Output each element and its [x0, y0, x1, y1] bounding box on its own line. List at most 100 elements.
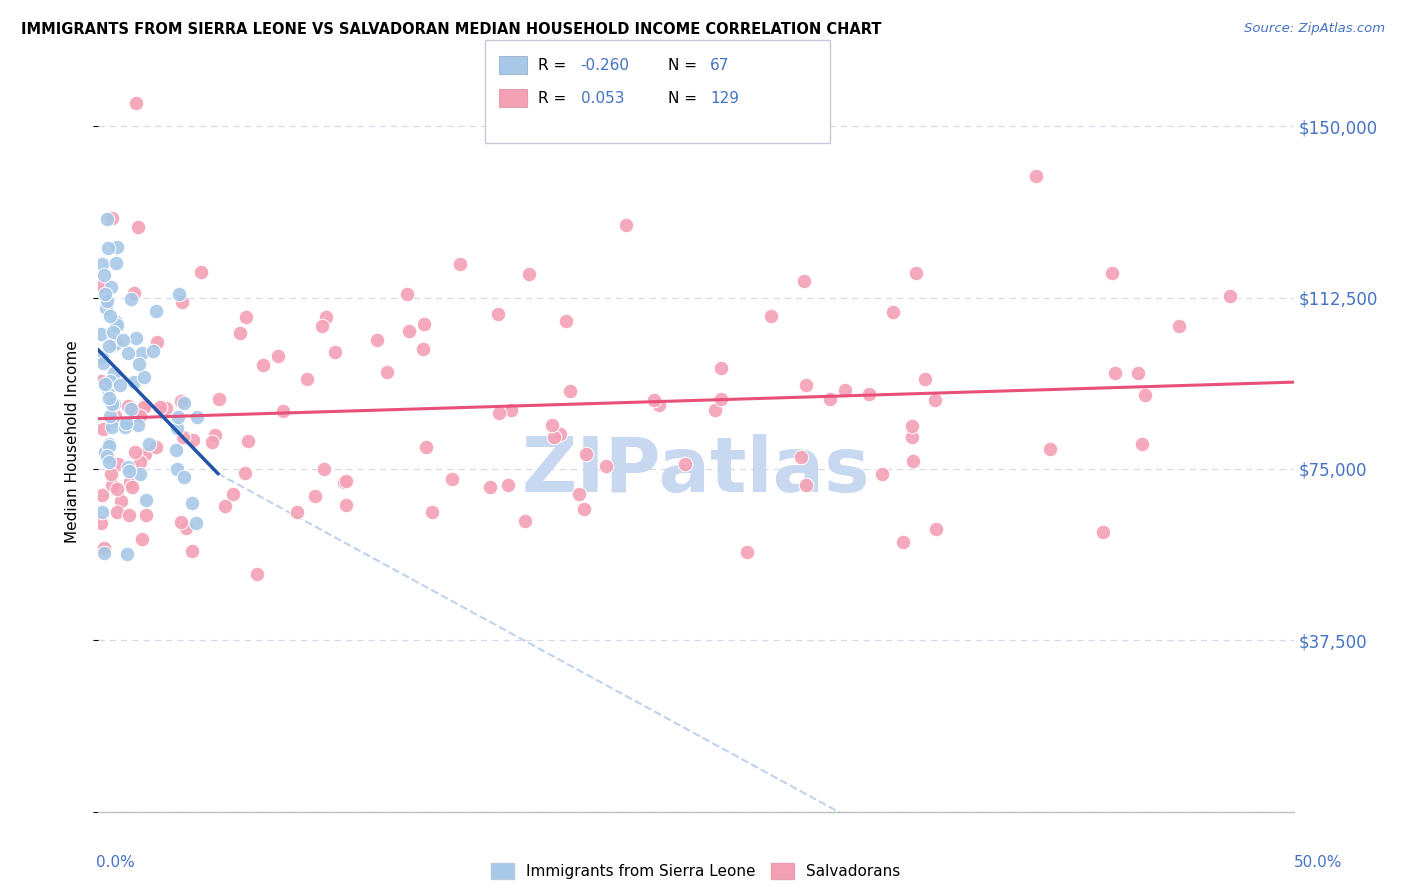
Point: [100, 280, 122, 294]
Text: 50.0%: 50.0%: [1295, 855, 1343, 870]
Point: [149, 401, 172, 415]
Point: [543, 430, 565, 444]
Point: [479, 480, 502, 494]
Point: [1219, 289, 1241, 303]
Point: [124, 444, 146, 458]
Point: [285, 505, 308, 519]
Point: [558, 384, 581, 398]
Point: [94, 445, 117, 459]
Point: [110, 493, 132, 508]
Point: [413, 317, 436, 331]
Text: N =: N =: [668, 58, 702, 72]
Point: [548, 427, 571, 442]
Point: [790, 450, 813, 464]
Point: [186, 516, 208, 530]
Point: [131, 346, 153, 360]
Point: [104, 336, 127, 351]
Point: [93, 546, 115, 560]
Point: [704, 403, 727, 417]
Point: [98, 374, 121, 388]
Point: [1126, 367, 1149, 381]
Text: -0.260: -0.260: [581, 58, 630, 72]
Point: [96, 293, 118, 308]
Point: [252, 358, 274, 372]
Point: [395, 286, 418, 301]
Point: [496, 478, 519, 492]
Text: R =: R =: [538, 58, 572, 72]
Point: [97, 455, 120, 469]
Point: [925, 522, 948, 536]
Point: [97, 241, 120, 255]
Text: ZIPatlas: ZIPatlas: [522, 434, 870, 508]
Point: [138, 436, 160, 450]
Point: [759, 309, 782, 323]
Point: [170, 394, 193, 409]
Point: [134, 447, 156, 461]
Point: [181, 544, 204, 558]
Point: [415, 440, 437, 454]
Point: [311, 318, 333, 333]
Point: [1168, 318, 1191, 333]
Point: [238, 434, 260, 448]
Point: [1039, 442, 1062, 457]
Point: [315, 310, 337, 325]
Point: [155, 401, 177, 415]
Point: [93, 422, 115, 436]
Point: [125, 405, 148, 419]
Point: [97, 339, 120, 353]
Point: [710, 392, 733, 406]
Point: [441, 472, 464, 486]
Point: [128, 357, 150, 371]
Point: [118, 464, 141, 478]
Point: [91, 488, 114, 502]
Point: [170, 515, 193, 529]
Text: N =: N =: [668, 91, 702, 105]
Point: [882, 304, 904, 318]
Point: [412, 342, 434, 356]
Point: [134, 398, 156, 412]
Point: [115, 417, 138, 431]
Point: [595, 458, 617, 473]
Point: [170, 295, 193, 310]
Point: [135, 492, 157, 507]
Point: [97, 382, 120, 396]
Point: [90, 374, 112, 388]
Point: [201, 435, 224, 450]
Point: [114, 420, 136, 434]
Point: [614, 219, 637, 233]
Text: 67: 67: [710, 58, 730, 72]
Text: 129: 129: [710, 91, 740, 105]
Point: [173, 470, 195, 484]
Point: [517, 267, 540, 281]
Point: [128, 455, 150, 469]
Point: [190, 265, 212, 279]
Point: [103, 338, 125, 352]
Point: [91, 350, 114, 364]
Point: [101, 420, 124, 434]
Point: [173, 395, 195, 409]
Point: [818, 392, 841, 407]
Point: [132, 400, 155, 414]
Point: [180, 496, 202, 510]
Point: [146, 334, 169, 349]
Point: [167, 409, 190, 424]
Point: [120, 292, 142, 306]
Point: [1092, 524, 1115, 539]
Point: [172, 430, 194, 444]
Point: [186, 409, 208, 424]
Point: [98, 437, 121, 451]
Point: [793, 274, 815, 288]
Point: [235, 310, 257, 325]
Point: [735, 545, 758, 559]
Point: [101, 478, 124, 492]
Point: [647, 398, 669, 412]
Point: [643, 393, 665, 408]
Point: [575, 447, 598, 461]
Point: [420, 505, 443, 519]
Point: [127, 219, 149, 234]
Point: [90, 327, 112, 342]
Point: [675, 457, 697, 471]
Point: [105, 482, 128, 496]
Point: [499, 403, 522, 417]
Point: [924, 392, 946, 407]
